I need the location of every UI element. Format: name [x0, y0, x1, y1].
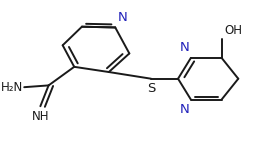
- Text: H₂N: H₂N: [1, 81, 23, 94]
- Text: OH: OH: [225, 24, 243, 37]
- Text: S: S: [147, 82, 155, 95]
- Text: N: N: [180, 103, 190, 116]
- Text: N: N: [180, 41, 190, 54]
- Text: NH: NH: [32, 110, 49, 123]
- Text: N: N: [118, 11, 128, 24]
